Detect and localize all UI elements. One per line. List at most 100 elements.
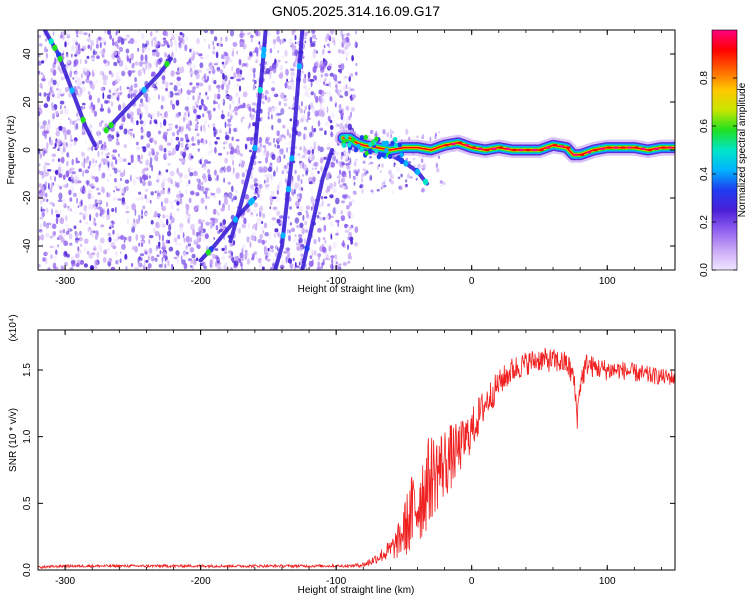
noise-speckle (196, 38, 200, 44)
noise-speckle (202, 124, 206, 132)
noise-speckle (349, 236, 354, 242)
noise-speckle (148, 151, 152, 157)
noise-speckle (99, 207, 104, 214)
noise-speckle (175, 136, 180, 141)
noise-speckle (324, 120, 329, 127)
noise-speckle (267, 166, 273, 172)
noise-speckle (65, 170, 70, 178)
noise-speckle (161, 43, 165, 47)
noise-speckle (190, 223, 195, 231)
noise-speckle (131, 70, 136, 73)
noise-speckle (203, 73, 207, 80)
noise-speckle (310, 249, 313, 253)
noise-speckle (351, 199, 356, 204)
noise-speckle (178, 190, 182, 194)
noise-speckle (162, 214, 165, 219)
noise-speckle (55, 213, 61, 218)
noise-speckle (341, 49, 345, 55)
noise-speckle (309, 131, 313, 138)
noise-speckle (144, 167, 149, 171)
spectrogram-y-tick-label: -20 (22, 190, 33, 205)
noise-speckle (79, 259, 85, 265)
signal-blob (344, 134, 349, 140)
noise-speckle (164, 214, 168, 219)
noise-speckle (264, 146, 267, 153)
noise-speckle (191, 253, 196, 259)
noise-speckle (180, 66, 184, 73)
noise-speckle (265, 138, 269, 145)
noise-speckle (351, 107, 355, 112)
noise-speckle (117, 36, 123, 40)
noise-speckle (157, 51, 160, 56)
noise-speckle (98, 134, 101, 138)
noise-speckle (197, 69, 202, 74)
noise-speckle (323, 224, 327, 232)
noise-speckle (216, 66, 221, 71)
noise-speckle (197, 139, 200, 146)
noise-speckle (362, 168, 367, 171)
noise-speckle (89, 183, 95, 186)
noise-speckle (141, 32, 145, 40)
noise-speckle (114, 41, 118, 47)
noise-speckle (368, 162, 372, 165)
noise-speckle (252, 187, 255, 195)
noise-speckle (279, 134, 283, 142)
noise-speckle (328, 245, 332, 252)
noise-speckle (121, 243, 126, 250)
noise-speckle (338, 60, 341, 66)
noise-speckle (162, 177, 167, 183)
noise-speckle (283, 154, 286, 159)
noise-speckle (397, 176, 401, 180)
noise-speckle (118, 142, 120, 146)
noise-speckle (44, 46, 47, 53)
noise-speckle (351, 55, 354, 62)
noise-speckle (182, 251, 187, 259)
noise-speckle (344, 45, 347, 51)
noise-speckle (257, 238, 263, 244)
noise-speckle (60, 156, 65, 164)
noise-speckle (150, 31, 153, 37)
noise-speckle (274, 144, 277, 148)
snr-y-ticks: 0.00.51.01.5 (22, 363, 675, 577)
noise-speckle (91, 158, 95, 163)
noise-speckle (355, 62, 358, 67)
noise-speckle (141, 154, 143, 160)
noise-speckle (118, 236, 123, 240)
noise-speckle (313, 127, 316, 133)
noise-speckle (153, 36, 157, 42)
noise-speckle (119, 46, 123, 53)
noise-speckle (124, 236, 128, 241)
noise-speckle (107, 30, 112, 35)
noise-speckle (405, 157, 409, 161)
noise-speckle (346, 164, 350, 170)
noise-speckle (162, 245, 167, 248)
noise-speckle (113, 61, 118, 67)
noise-speckle (345, 105, 350, 111)
noise-speckle (64, 105, 66, 109)
noise-speckle (84, 169, 90, 174)
noise-speckle (330, 131, 333, 138)
snr-x-ticks: -300 -200 -100 0 100 (37, 330, 662, 587)
noise-speckle (192, 95, 195, 101)
noise-speckle (110, 266, 116, 270)
noise-speckle (125, 210, 130, 214)
noise-speckle (264, 95, 267, 101)
noise-speckle (106, 155, 109, 159)
noise-speckle (147, 113, 151, 118)
noise-speckle (206, 75, 210, 82)
noise-speckle (303, 109, 306, 114)
noise-speckle (339, 89, 342, 93)
noise-speckle (186, 89, 192, 96)
noise-speckle (161, 234, 165, 242)
noise-speckle (88, 226, 91, 230)
noise-speckle (290, 71, 295, 77)
noise-speckle (337, 68, 342, 73)
noise-speckle (267, 253, 271, 257)
noise-speckle (249, 139, 253, 145)
noise-speckle (223, 141, 228, 144)
noise-speckle (438, 131, 441, 134)
noise-speckle (239, 104, 244, 109)
noise-speckle (85, 140, 87, 144)
noise-speckle (317, 145, 321, 152)
noise-speckle (302, 84, 308, 90)
